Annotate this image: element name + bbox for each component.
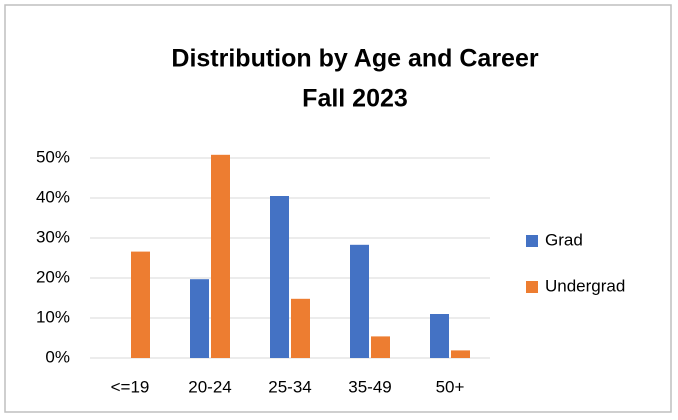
bar [131,251,150,358]
x-tick-label: 25-34 [268,377,311,396]
x-tick-label: <=19 [111,377,150,396]
bar [350,244,369,358]
y-tick-label: 0% [45,347,70,366]
y-tick-label: 40% [36,187,70,206]
legend-swatch [526,235,538,247]
x-tick-label: 50+ [436,377,465,396]
y-tick-label: 50% [36,147,70,166]
x-tick-label: 35-49 [348,377,391,396]
bar [291,298,310,358]
chart-border [4,4,672,413]
bar [190,279,209,358]
bar [211,154,230,358]
legend-label: Grad [545,230,583,249]
chart-title: Distribution by Age and Career [171,45,538,73]
bar [270,196,289,358]
bar [451,350,470,358]
bar [430,314,449,358]
y-tick-label: 10% [36,307,70,326]
y-tick-label: 30% [36,227,70,246]
legend-label: Undergrad [545,276,625,295]
legend-swatch [526,281,538,293]
bar [371,336,390,358]
chart-subtitle: Fall 2023 [302,85,408,113]
x-tick-label: 20-24 [188,377,231,396]
y-tick-label: 20% [36,267,70,286]
